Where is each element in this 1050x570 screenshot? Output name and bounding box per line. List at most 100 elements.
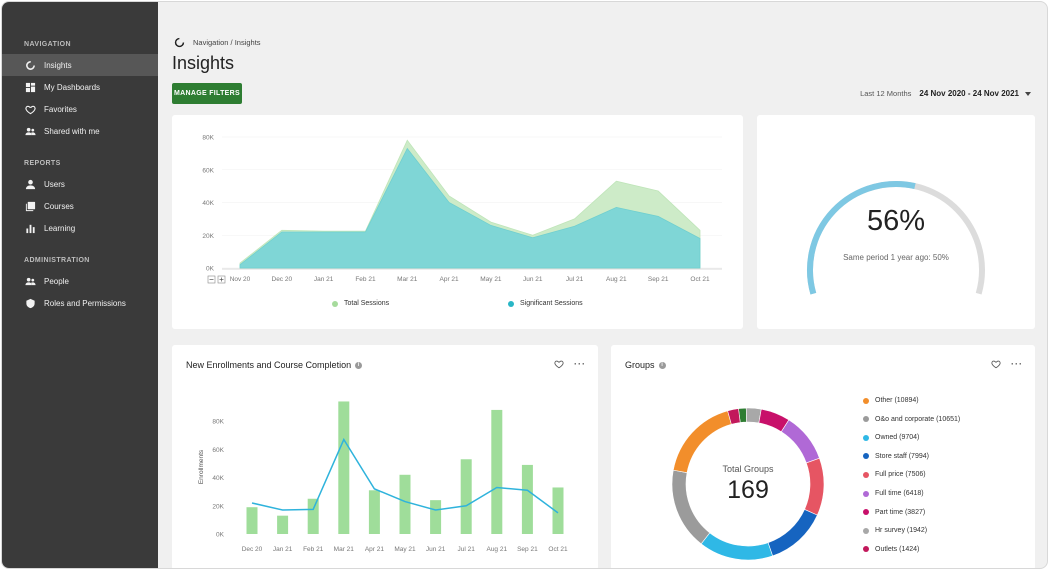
range-label: Last 12 Months bbox=[860, 89, 912, 98]
legend-dot bbox=[332, 300, 338, 307]
bar bbox=[277, 515, 289, 534]
x-tick-label: May 21 bbox=[480, 276, 502, 283]
sidebar-item-insights[interactable]: Insights bbox=[2, 54, 158, 76]
groups-title: Groups i bbox=[625, 360, 666, 370]
gauge-value: 56% bbox=[866, 205, 926, 237]
x-tick-label: Apr 21 bbox=[440, 276, 460, 283]
groups-legend-item[interactable]: Other (10894) bbox=[863, 397, 919, 404]
sidebar-item-label: Shared with me bbox=[44, 126, 100, 136]
legend-label: Hr survey (1942) bbox=[875, 527, 928, 535]
card-actions: ··· bbox=[991, 359, 1023, 369]
sessions-card: 0K 20K 40K 60K 80K Nov 20 Dec 20 Jan 21 Feb 21 Ma… bbox=[172, 115, 743, 329]
legend-dot bbox=[863, 527, 869, 534]
legend-total-sessions: Total Sessions bbox=[332, 300, 389, 307]
donut-center-label: Total Groups bbox=[722, 464, 774, 474]
people-icon bbox=[24, 125, 36, 137]
x-tick-label: Oct 21 bbox=[548, 546, 568, 553]
area-plot: 0K 20K 40K 60K 80K Nov 20 Dec 20 Jan 21 Feb 21 Ma… bbox=[202, 135, 722, 284]
sidebar-item-users[interactable]: Users bbox=[2, 173, 158, 195]
donut-ring bbox=[671, 407, 825, 561]
page-title: Insights bbox=[172, 53, 235, 73]
groups-legend-item[interactable]: Part time (3827) bbox=[863, 509, 925, 516]
groups-legend-item[interactable]: Store staff (7994) bbox=[863, 453, 929, 460]
date-range-selector[interactable]: Last 12 Months 24 Nov 2020 - 24 Nov 2021 bbox=[860, 89, 1031, 98]
manage-filters-button[interactable]: MANAGE FILTERS bbox=[172, 83, 242, 104]
sidebar-item-my-dashboards[interactable]: My Dashboards bbox=[2, 76, 158, 98]
x-tick-label: Jun 21 bbox=[426, 546, 446, 553]
legend-label: Part time (3827) bbox=[875, 508, 926, 516]
x-tick-label: Jan 21 bbox=[273, 546, 293, 553]
completion-gauge bbox=[807, 181, 985, 295]
legend-dot bbox=[863, 416, 869, 423]
card-title-text: New Enrollments and Course Completion bbox=[186, 360, 352, 370]
sidebar-item-people[interactable]: People bbox=[2, 270, 158, 292]
legend-label: Significant Sessions bbox=[520, 300, 583, 307]
info-icon[interactable]: i bbox=[658, 361, 666, 369]
chevron-down-icon[interactable] bbox=[1025, 91, 1031, 96]
bar bbox=[399, 474, 411, 534]
sidebar-item-favorites[interactable]: Favorites bbox=[2, 98, 158, 120]
groups-legend-item[interactable]: Full time (6418) bbox=[863, 490, 924, 497]
y-tick-label: 80K bbox=[202, 135, 214, 142]
sidebar-item-label: People bbox=[44, 276, 69, 286]
x-tick-label: Jul 21 bbox=[566, 276, 584, 283]
more-options-icon[interactable]: ··· bbox=[1011, 359, 1023, 369]
breadcrumb: Navigation / Insights bbox=[174, 37, 261, 48]
info-icon[interactable]: i bbox=[355, 361, 363, 369]
legend-label: Outlets (1424) bbox=[875, 545, 920, 553]
x-tick-label: Jun 21 bbox=[523, 276, 543, 283]
y-tick-label: 40K bbox=[202, 200, 214, 207]
donut-slice[interactable] bbox=[767, 509, 818, 557]
y-tick-label: 0K bbox=[216, 532, 225, 539]
sessions-area-chart: 0K 20K 40K 60K 80K Nov 20 Dec 20 Jan 21 Feb 21 Ma… bbox=[202, 135, 722, 284]
sidebar-item-learning[interactable]: Learning bbox=[2, 217, 158, 239]
groups-legend-item[interactable]: Outlets (1424) bbox=[863, 546, 919, 553]
x-tick-label: Dec 20 bbox=[272, 276, 293, 283]
donut-center-value: 169 bbox=[727, 476, 769, 504]
groups-legend-item[interactable]: Owned (9704) bbox=[863, 434, 919, 441]
sidebar-item-label: Favorites bbox=[44, 104, 77, 114]
sidebar-item-roles-and-permissions[interactable]: Roles and Permissions bbox=[2, 292, 158, 314]
bar-chart-icon bbox=[24, 222, 36, 234]
sidebar-item-courses[interactable]: Courses bbox=[2, 195, 158, 217]
sidebar-item-label: Roles and Permissions bbox=[44, 298, 126, 308]
groups-legend-item[interactable]: O&o and corporate (10651) bbox=[863, 416, 960, 423]
legend-dot bbox=[863, 509, 869, 516]
legend-dot bbox=[863, 546, 869, 553]
legend-dot bbox=[863, 490, 869, 497]
legend-label: Other (10894) bbox=[875, 397, 919, 404]
breadcrumb-text[interactable]: Navigation / Insights bbox=[193, 38, 261, 47]
donut-slice[interactable] bbox=[780, 419, 820, 464]
card-title-text: Groups bbox=[625, 360, 655, 370]
dashboard-icon bbox=[24, 81, 36, 93]
sidebar-item-label: Learning bbox=[44, 223, 76, 233]
x-tick-label: Feb 21 bbox=[355, 276, 376, 283]
x-tick-label: Aug 21 bbox=[606, 276, 627, 283]
y-tick-label: 80K bbox=[212, 419, 224, 426]
sidebar-item-label: Insights bbox=[44, 60, 72, 70]
groups-legend-item[interactable]: Full price (7506) bbox=[863, 471, 926, 478]
bar bbox=[491, 409, 503, 534]
heart-icon[interactable] bbox=[991, 359, 1001, 369]
legend-dot bbox=[863, 453, 869, 460]
groups-legend-item[interactable]: Hr survey (1942) bbox=[863, 527, 927, 534]
legend-label: O&o and corporate (10651) bbox=[875, 415, 961, 423]
gauge-subtext: Same period 1 year ago: 50% bbox=[843, 253, 949, 262]
more-options-icon[interactable]: ··· bbox=[574, 359, 586, 369]
sidebar-item-shared-with-me[interactable]: Shared with me bbox=[2, 120, 158, 142]
donut-slice[interactable] bbox=[700, 532, 773, 561]
bar-plot: 0K 20K 40K 60K 80K Enrollments Dec 20 Jan 21 Feb… bbox=[198, 401, 568, 553]
range-dates: 24 Nov 2020 - 24 Nov 2021 bbox=[919, 89, 1019, 98]
donut-slice[interactable] bbox=[727, 408, 741, 425]
y-axis-label: Enrollments bbox=[198, 449, 205, 484]
x-tick-label: Mar 21 bbox=[334, 546, 355, 553]
bar bbox=[307, 498, 319, 534]
x-tick-label: Apr 21 bbox=[365, 546, 385, 553]
courses-icon bbox=[24, 200, 36, 212]
app-logo-icon bbox=[174, 37, 185, 48]
heart-icon[interactable] bbox=[554, 359, 564, 369]
legend-label: Full price (7506) bbox=[875, 471, 926, 479]
heart-icon bbox=[24, 103, 36, 115]
x-tick-label: May 21 bbox=[394, 546, 416, 553]
user-icon bbox=[24, 178, 36, 190]
